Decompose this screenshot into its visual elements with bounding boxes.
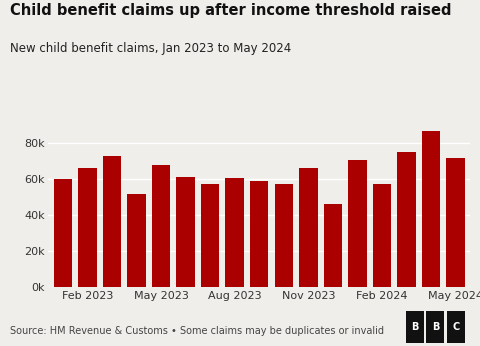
Bar [152,165,170,287]
Text: C: C [452,322,460,332]
Bar [127,194,145,287]
Bar [78,169,96,287]
Bar [226,178,244,287]
Text: Child benefit claims up after income threshold raised: Child benefit claims up after income thr… [10,3,451,18]
Bar [348,160,367,287]
Bar [54,179,72,287]
Bar [299,167,318,287]
Bar [422,131,440,287]
Text: B: B [432,322,439,332]
Bar [103,156,121,287]
Text: Source: HM Revenue & Customs • Some claims may be duplicates or invalid: Source: HM Revenue & Customs • Some clai… [10,326,384,336]
Bar [446,158,465,287]
Bar [250,181,268,287]
Bar [397,152,416,287]
Bar [373,184,391,287]
Bar [201,184,219,287]
Bar [324,204,342,287]
Bar [275,184,293,287]
Bar [176,177,195,287]
Text: New child benefit claims, Jan 2023 to May 2024: New child benefit claims, Jan 2023 to Ma… [10,42,291,55]
Text: B: B [411,322,419,332]
